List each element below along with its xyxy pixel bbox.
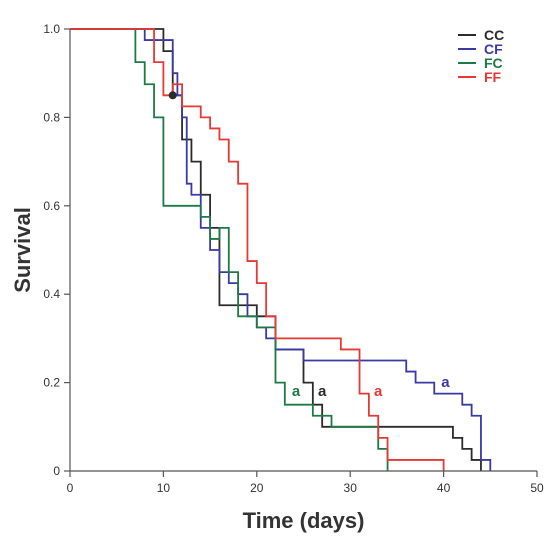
legend-label-cf: CF (484, 41, 503, 57)
x-tick-label: 50 (530, 481, 544, 495)
significance-annotation: a (318, 383, 327, 400)
series-line-fc (70, 28, 389, 471)
censor-mark (168, 91, 177, 100)
x-tick-label: 0 (67, 481, 74, 495)
y-tick-label: 0.2 (43, 376, 60, 390)
x-tick-label: 10 (157, 481, 171, 495)
y-tick-label: 0.8 (43, 110, 60, 124)
series-line-cf (70, 28, 492, 471)
series-line-ff (70, 28, 445, 471)
x-tick-label: 20 (250, 481, 264, 495)
y-tick-label: 0.4 (43, 287, 60, 301)
significance-annotation: a (292, 383, 301, 400)
x-axis-title: Time (days) (243, 508, 365, 533)
legend-label-ff: FF (484, 69, 502, 85)
axes: 0 10 20 30 40 50 0 0.2 0.4 0.6 0.8 1.0 (43, 22, 544, 495)
annotation-layer: a a aa (292, 374, 450, 400)
legend-label-cc: CC (484, 27, 504, 43)
significance-annotation: a (441, 374, 450, 391)
legend-label-fc: FC (484, 55, 503, 71)
y-tick-label: 1.0 (43, 22, 60, 36)
y-axis-title: Survival (10, 207, 35, 293)
y-tick-label: 0 (53, 464, 60, 478)
x-tick-label: 40 (437, 481, 451, 495)
series-line-cc (70, 28, 482, 471)
significance-annotation: a (374, 383, 383, 400)
x-tick-label: 30 (344, 481, 358, 495)
y-tick-label: 0.6 (43, 199, 60, 213)
series-layer (70, 28, 492, 471)
